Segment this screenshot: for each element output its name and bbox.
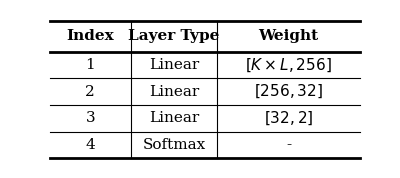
Text: Layer Type: Layer Type (128, 29, 220, 43)
Text: -: - (286, 138, 291, 152)
Text: Linear: Linear (149, 85, 199, 99)
Text: Softmax: Softmax (142, 138, 206, 152)
Text: $[256, 32]$: $[256, 32]$ (254, 83, 323, 100)
Text: Linear: Linear (149, 58, 199, 72)
Text: 2: 2 (86, 85, 95, 99)
Text: Linear: Linear (149, 111, 199, 125)
Text: 1: 1 (86, 58, 95, 72)
Text: 3: 3 (86, 111, 95, 125)
Text: Weight: Weight (259, 29, 319, 43)
Text: 4: 4 (86, 138, 95, 152)
Text: Index: Index (66, 29, 114, 43)
Text: $[K \times L, 256]$: $[K \times L, 256]$ (245, 56, 332, 74)
Text: $[32, 2]$: $[32, 2]$ (264, 110, 314, 127)
